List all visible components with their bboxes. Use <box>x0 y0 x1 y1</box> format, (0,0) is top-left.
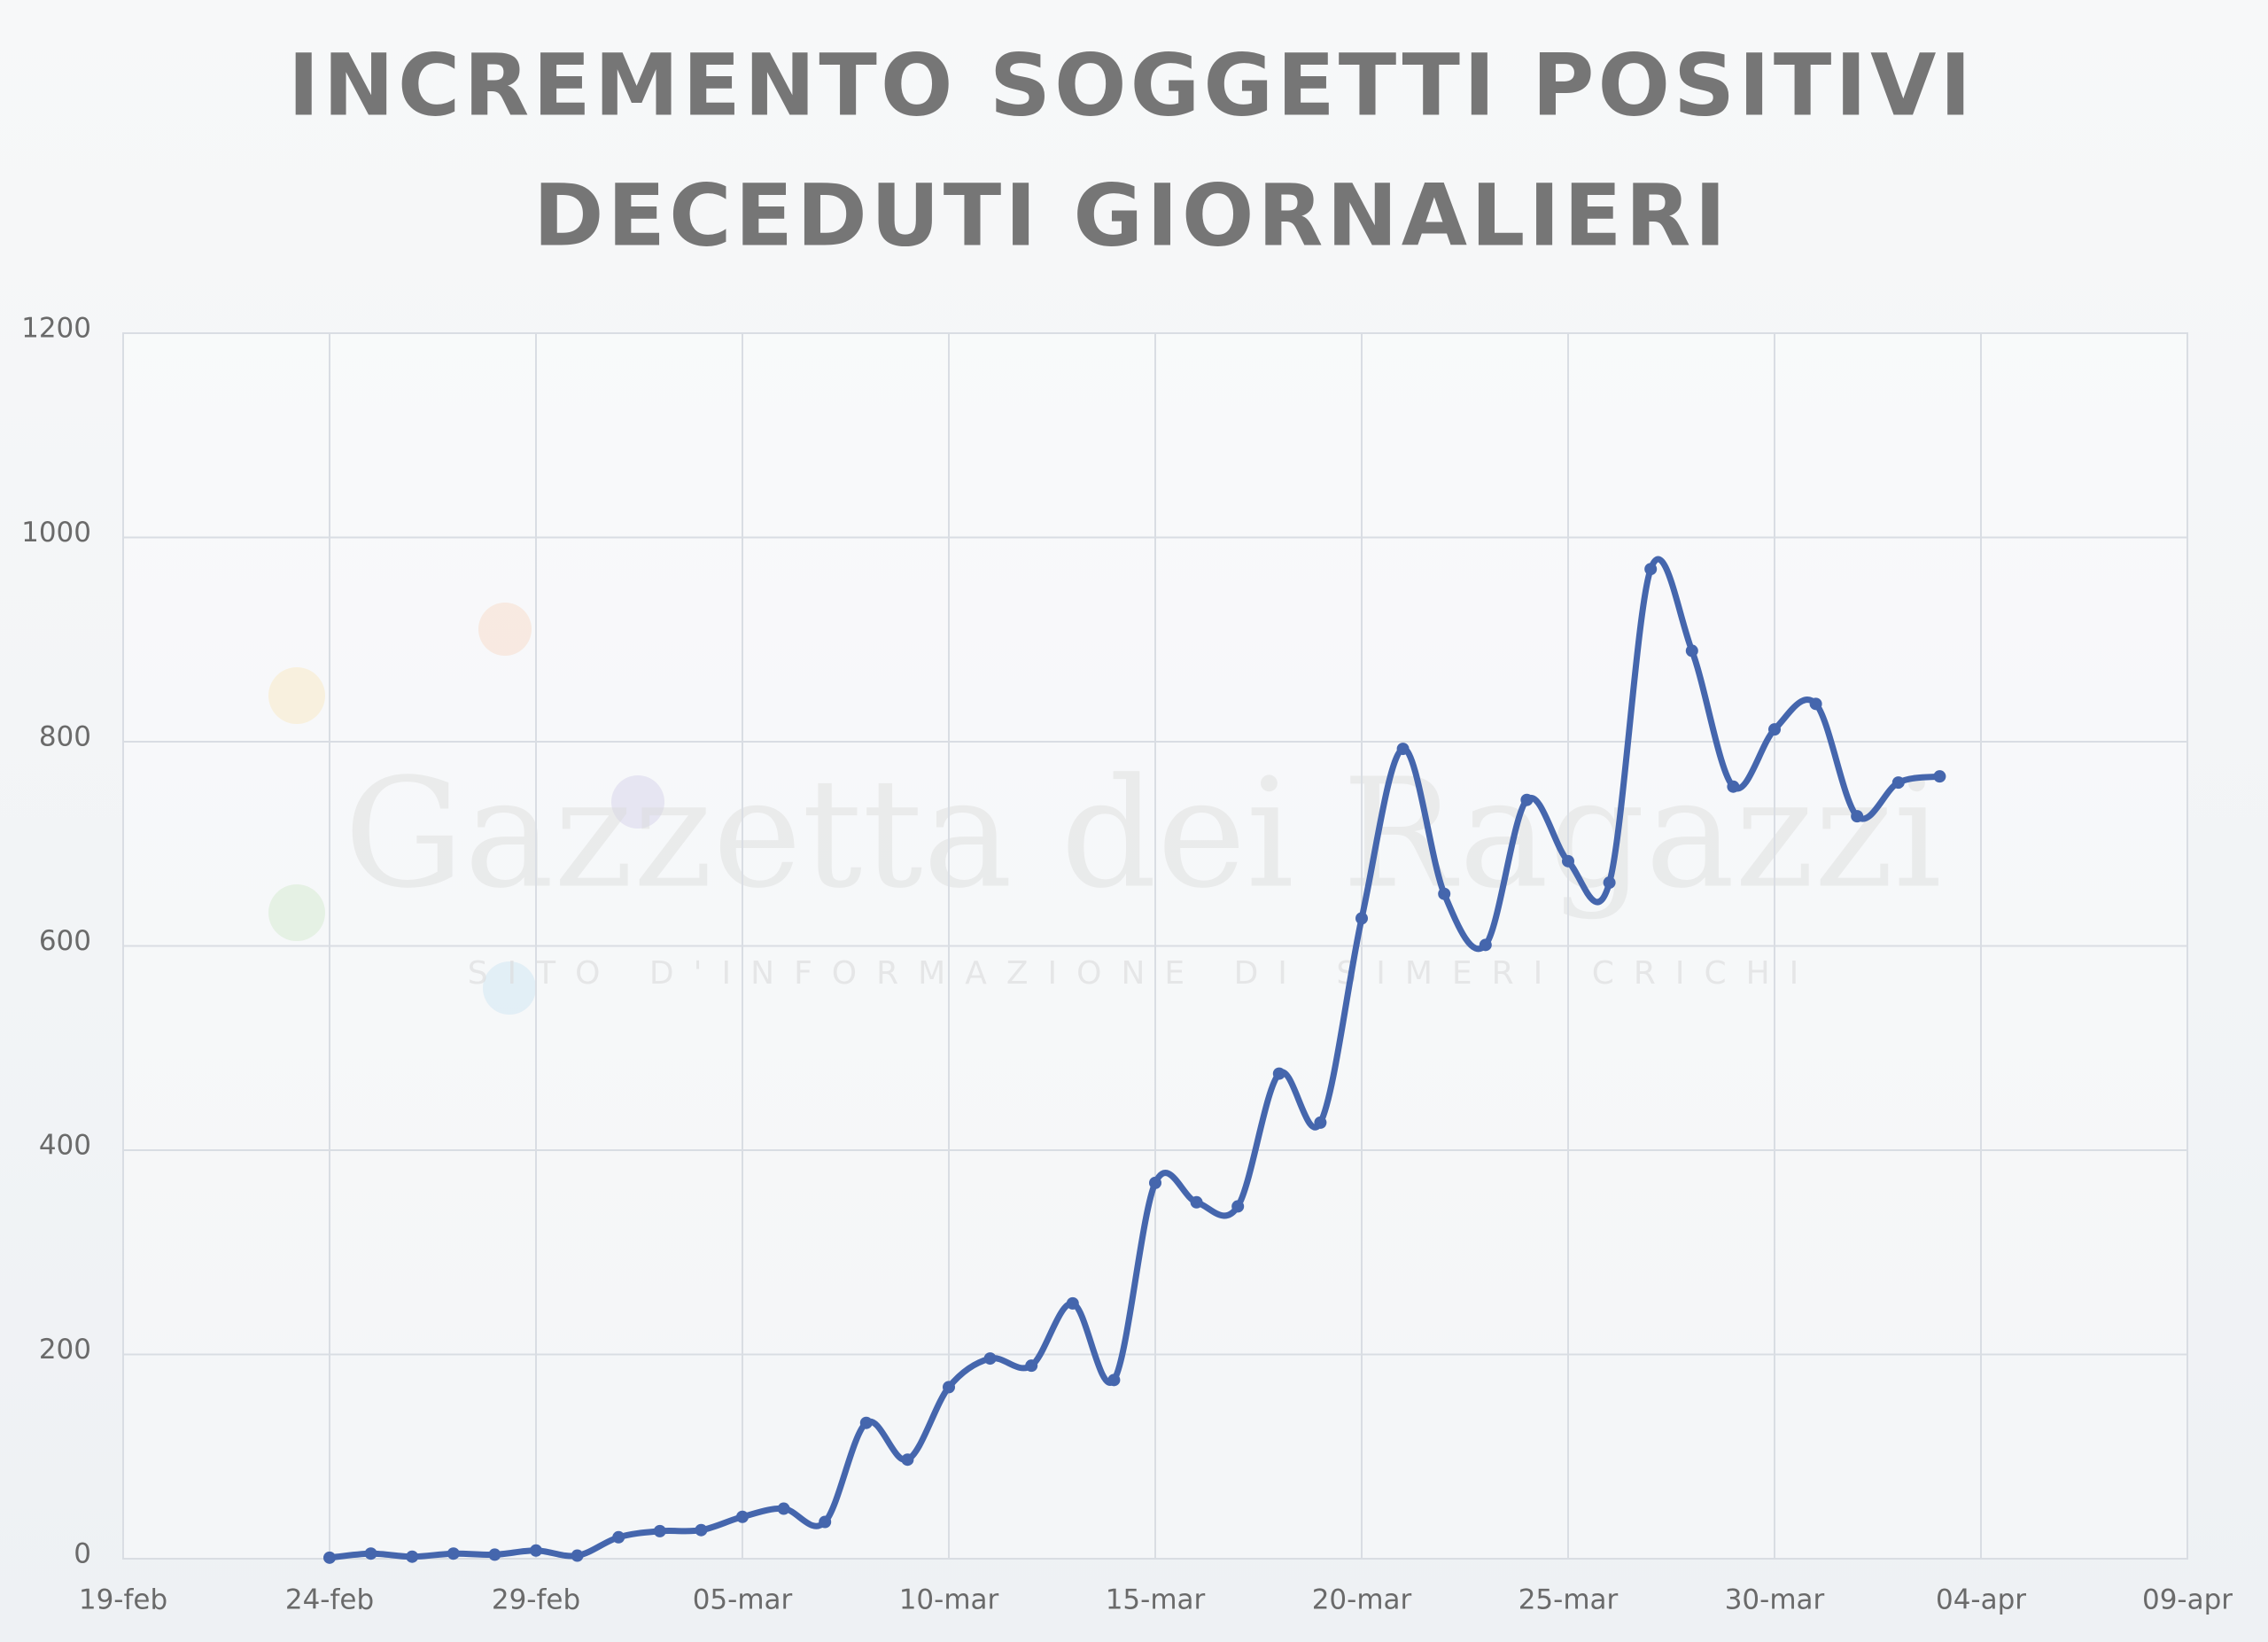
x-tick-label: 09-apr <box>2142 1584 2233 1616</box>
data-point <box>1809 697 1822 711</box>
y-tick-label: 200 <box>39 1334 91 1366</box>
data-point <box>1107 1374 1121 1387</box>
data-point <box>1272 1067 1285 1080</box>
data-point <box>1025 1359 1038 1373</box>
x-tick-label: 04-apr <box>1936 1584 2026 1616</box>
x-tick-label: 29-feb <box>492 1584 580 1616</box>
data-point <box>1066 1296 1079 1310</box>
data-point <box>364 1547 377 1560</box>
chart-subtitle: DECEDUTI GIORNALIERI <box>533 166 1729 265</box>
y-tick-label: 800 <box>39 721 91 753</box>
data-point <box>447 1547 460 1560</box>
x-tick-label: 10-mar <box>899 1584 999 1616</box>
watermark: Gazzetta dei Ragazzi <box>344 746 1942 922</box>
x-tick-label: 25-mar <box>1518 1584 1619 1616</box>
data-point <box>901 1453 914 1467</box>
data-point <box>1396 743 1410 756</box>
data-point <box>1562 854 1574 868</box>
data-point <box>1933 770 1946 783</box>
data-point <box>653 1524 666 1537</box>
data-point <box>612 1530 625 1544</box>
watermark-subtitle: SITO D'INFORMAZIONE DI SIMERI CRICHI <box>468 955 1819 992</box>
data-point <box>530 1544 542 1557</box>
data-point <box>1149 1176 1161 1189</box>
y-tick-label: 0 <box>74 1538 91 1570</box>
data-point <box>1851 810 1864 823</box>
data-point <box>323 1551 336 1564</box>
x-tick-label: 24-feb <box>285 1584 374 1616</box>
data-point <box>1479 938 1492 952</box>
y-tick-label: 1200 <box>21 313 91 345</box>
y-tick-label: 600 <box>39 925 91 957</box>
data-point <box>1727 780 1740 793</box>
data-point <box>1768 723 1781 736</box>
x-tick-label: 19-feb <box>79 1584 167 1616</box>
data-point <box>819 1515 832 1529</box>
data-point <box>1231 1200 1245 1213</box>
data-point <box>983 1352 997 1366</box>
data-point <box>571 1549 584 1562</box>
data-point <box>695 1523 708 1537</box>
data-point <box>777 1502 790 1515</box>
x-tick-label: 30-mar <box>1725 1584 1825 1616</box>
watermark-logo <box>268 603 664 1015</box>
y-tick-label: 1000 <box>21 517 91 549</box>
x-tick-label: 15-mar <box>1106 1584 1206 1616</box>
data-point <box>943 1381 955 1394</box>
data-point <box>859 1416 873 1429</box>
data-point <box>1190 1195 1203 1209</box>
data-point <box>1314 1116 1327 1129</box>
data-point <box>1520 793 1534 806</box>
data-point <box>1685 644 1698 658</box>
data-point <box>1644 563 1658 576</box>
chart-title: INCREMENTO SOGGETTI POSITIVI <box>288 35 1975 135</box>
data-point <box>488 1548 501 1561</box>
data-point <box>1355 912 1368 925</box>
data-point <box>406 1550 419 1563</box>
y-tick-label: 400 <box>39 1130 91 1162</box>
x-tick-label: 05-mar <box>693 1584 793 1616</box>
x-tick-label: 20-mar <box>1312 1584 1412 1616</box>
data-point <box>736 1510 749 1523</box>
data-point <box>1891 776 1905 790</box>
data-point <box>1603 876 1616 890</box>
data-point <box>1438 887 1451 900</box>
